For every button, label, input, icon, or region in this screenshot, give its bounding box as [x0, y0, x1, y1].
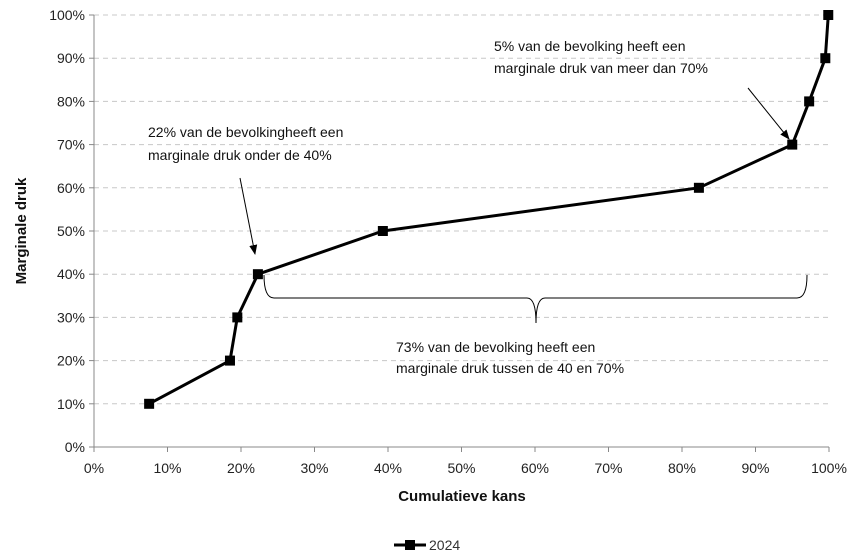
data-point-2024-2	[232, 312, 243, 323]
x-tick-label-6: 60%	[521, 460, 549, 476]
data-point-2024-9	[823, 10, 834, 20]
annotation-middle-line-1: 73% van de bevolking heeft een	[396, 339, 595, 355]
axes	[89, 14, 830, 452]
x-tick-label-9: 90%	[741, 460, 769, 476]
legend: 2024	[394, 537, 460, 551]
annotation-middle: 73% van de bevolking heeft een marginale…	[263, 274, 808, 376]
data-point-2024-7	[804, 96, 815, 107]
y-tick-label-8: 80%	[57, 93, 85, 109]
annotation-high-line-1: 5% van de bevolking heeft een	[494, 38, 685, 54]
y-tick-label-7: 70%	[57, 137, 85, 153]
data-point-2024-4	[377, 226, 388, 236]
y-tick-labels: 0% 10% 20% 30% 40% 50% 60% 70% 80% 90% 100%	[49, 7, 85, 455]
annotation-middle-line-2: marginale druk tussen de 40 en 70%	[396, 360, 624, 376]
y-tick-label-10: 100%	[49, 7, 85, 23]
y-tick-label-1: 10%	[57, 396, 85, 412]
data-point-2024-6	[787, 139, 798, 150]
data-point-2024-0	[144, 398, 155, 409]
y-tick-label-6: 60%	[57, 180, 85, 196]
annotation-low-line-1: 22% van de bevolkingheeft een	[148, 124, 343, 140]
legend-label-2024: 2024	[429, 537, 460, 551]
x-tick-label-10: 100%	[811, 460, 847, 476]
annotation-high: 5% van de bevolking heeft een marginale …	[494, 38, 790, 140]
x-tick-label-8: 80%	[668, 460, 696, 476]
y-tick-label-0: 0%	[65, 439, 85, 455]
x-tick-label-4: 40%	[374, 460, 402, 476]
y-tick-label-2: 20%	[57, 353, 85, 369]
x-tick-label-5: 50%	[447, 460, 475, 476]
x-axis-title: Cumulatieve kans	[398, 488, 526, 505]
y-tick-label-4: 40%	[57, 266, 85, 282]
x-tick-label-7: 70%	[594, 460, 622, 476]
x-tick-labels: 0% 10% 20% 30% 40% 50% 60% 70% 80% 90% 100%	[84, 460, 847, 476]
data-point-2024-3	[252, 269, 263, 280]
x-tick-label-2: 20%	[227, 460, 255, 476]
series-2024	[144, 10, 834, 409]
annotation-high-line-2: marginale druk van meer dan 70%	[494, 60, 708, 76]
annotation-high-arrow	[747, 87, 790, 140]
annotation-middle-brace	[263, 274, 808, 324]
x-tick-label-1: 10%	[153, 460, 181, 476]
series-line-2024	[148, 14, 830, 406]
y-tick-label-9: 90%	[57, 50, 85, 66]
annotation-low-line-2: marginale druk onder de 40%	[148, 147, 332, 163]
annotation-low: 22% van de bevolkingheeft een marginale …	[148, 124, 343, 255]
grid	[94, 14, 829, 405]
data-point-2024-5	[693, 182, 704, 193]
y-tick-label-5: 50%	[57, 223, 85, 239]
x-tick-label-0: 0%	[84, 460, 104, 476]
y-axis-title: Marginale druk	[13, 177, 30, 284]
x-tick-label-3: 30%	[300, 460, 328, 476]
data-point-2024-1	[224, 355, 235, 366]
legend-marker-2024	[405, 540, 415, 550]
data-point-2024-8	[820, 53, 831, 64]
y-tick-label-3: 30%	[57, 309, 85, 325]
annotation-low-arrow	[239, 177, 258, 255]
